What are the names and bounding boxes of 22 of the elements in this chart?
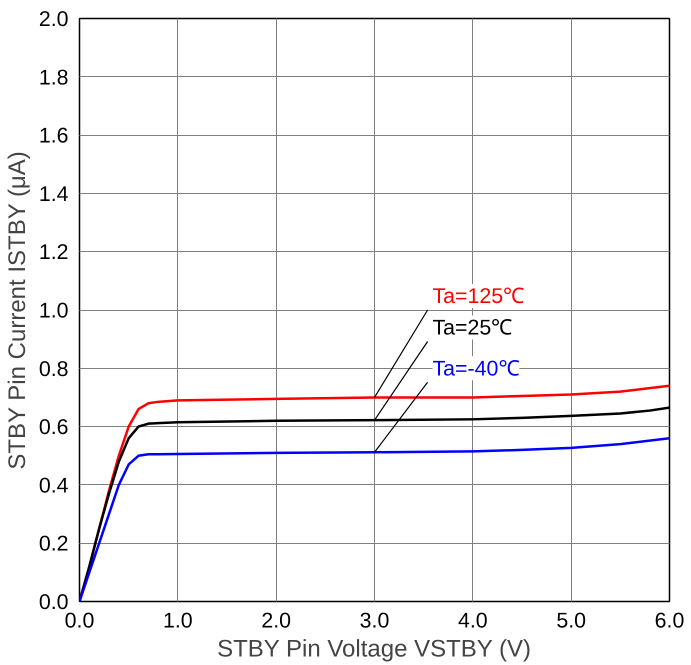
- y-tick-label: 1.6: [38, 124, 69, 148]
- x-tick-label: 1.0: [163, 608, 193, 632]
- y-tick-label: 1.0: [38, 298, 69, 322]
- x-tick-label: 4.0: [458, 608, 488, 632]
- y-tick-label: 1.8: [38, 65, 69, 90]
- x-tick-label: 5.0: [556, 608, 586, 632]
- y-tick-label: 2.0: [38, 7, 69, 31]
- line-series: [80, 437, 670, 602]
- y-tick-label: 0.8: [38, 356, 69, 381]
- text: Ta=125℃: [432, 284, 524, 308]
- y-axis-title: STBY Pin Current ISTBY (μA): [4, 151, 31, 470]
- y-tick-label: 1.2: [38, 240, 69, 264]
- y-tick-label: 0.4: [38, 473, 69, 498]
- y-tick-label: 0.6: [38, 415, 69, 440]
- y-tick-label: 1.4: [38, 182, 69, 206]
- x-tick-label: 3.0: [360, 608, 390, 632]
- text: Ta=-40℃: [432, 356, 520, 380]
- y-tick-label: 0.2: [38, 532, 69, 556]
- x-axis-title: STBY Pin Voltage VSTBY (V): [217, 636, 532, 662]
- x-tick-label: 6.0: [654, 608, 684, 632]
- text: Ta=25℃: [432, 315, 512, 340]
- x-tick-label: 2.0: [261, 608, 292, 632]
